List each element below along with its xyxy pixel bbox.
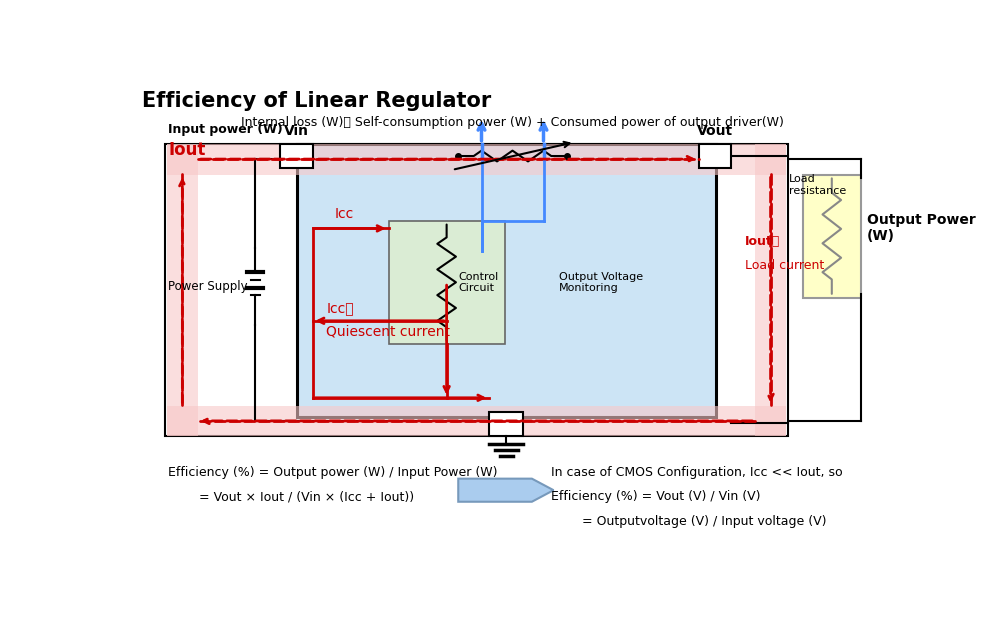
Bar	[388, 221, 505, 344]
Bar	[167, 405, 786, 436]
Bar	[489, 412, 523, 436]
Bar	[755, 144, 786, 436]
Text: Load current: Load current	[745, 259, 824, 272]
Text: Output Power
(W): Output Power (W)	[867, 213, 975, 244]
Text: In case of CMOS Configuration, Icc << Iout, so: In case of CMOS Configuration, Icc << Io…	[551, 466, 843, 479]
Text: Input power (W): Input power (W)	[168, 123, 283, 136]
Bar	[698, 144, 731, 169]
Text: Efficiency (%) = Vout (V) / Vin (V): Efficiency (%) = Vout (V) / Vin (V)	[551, 490, 761, 503]
Bar	[167, 144, 786, 174]
Text: Output Voltage
Monitoring: Output Voltage Monitoring	[559, 272, 643, 293]
Text: Vout: Vout	[697, 123, 733, 138]
Text: Load
resistance: Load resistance	[789, 174, 846, 196]
Bar	[297, 144, 716, 417]
Bar	[280, 144, 313, 169]
Text: Iout：: Iout：	[745, 234, 780, 247]
Bar	[167, 144, 198, 436]
Text: Power Supply: Power Supply	[168, 280, 248, 293]
Text: Iout: Iout	[168, 141, 206, 159]
Text: Vin: Vin	[284, 123, 309, 138]
Text: Internal loss (W)： Self-consumption power (W) + Consumed power of output driver(: Internal loss (W)： Self-consumption powe…	[241, 116, 784, 129]
Text: Icc: Icc	[334, 206, 354, 221]
Text: Efficiency (%) = Output power (W) / Input Power (W): Efficiency (%) = Output power (W) / Inpu…	[168, 466, 498, 479]
Text: Quiescent current: Quiescent current	[326, 325, 450, 339]
FancyArrow shape	[458, 479, 554, 502]
Text: Control
Circuit: Control Circuit	[458, 272, 498, 293]
Bar	[165, 144, 788, 436]
Text: = Vout × Iout / (Vin × (Icc + Iout)): = Vout × Iout / (Vin × (Icc + Iout))	[199, 490, 414, 503]
Text: Icc：: Icc：	[326, 301, 354, 316]
Text: Efficiency of Linear Regulator: Efficiency of Linear Regulator	[142, 91, 491, 112]
Text: = Outputvoltage (V) / Input voltage (V): = Outputvoltage (V) / Input voltage (V)	[582, 515, 827, 528]
Bar	[803, 174, 861, 298]
